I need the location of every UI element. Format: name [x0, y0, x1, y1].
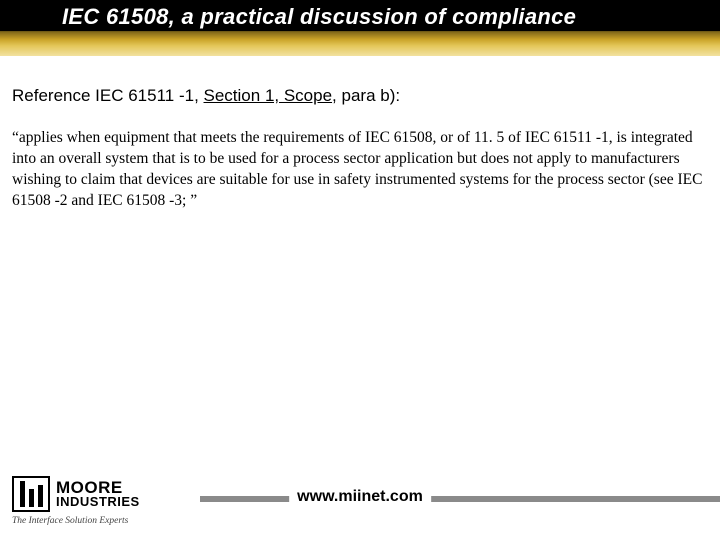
- footer-url: www.miinet.com: [289, 488, 431, 506]
- logo-row: MOORE INDUSTRIES: [12, 476, 140, 512]
- footer: MOORE INDUSTRIES The Interface Solution …: [0, 460, 720, 530]
- reference-underlined: Section 1, Scope: [204, 86, 333, 105]
- logo-mark: [12, 476, 50, 512]
- body-paragraph: “applies when equipment that meets the r…: [12, 128, 708, 212]
- logo-tagline: The Interface Solution Experts: [12, 516, 140, 526]
- company-logo: MOORE INDUSTRIES The Interface Solution …: [12, 476, 140, 526]
- logo-text: MOORE INDUSTRIES: [56, 480, 140, 508]
- reference-prefix: Reference IEC 61511 -1,: [12, 86, 204, 105]
- logo-name-2: INDUSTRIES: [56, 496, 140, 508]
- logo-bar: [20, 481, 25, 507]
- footer-divider: [200, 496, 720, 502]
- reference-line: Reference IEC 61511 -1, Section 1, Scope…: [12, 86, 708, 106]
- slide-content: Reference IEC 61511 -1, Section 1, Scope…: [0, 56, 720, 212]
- logo-bar: [29, 489, 34, 507]
- reference-suffix: , para b):: [332, 86, 400, 105]
- header-band: IEC 61508, a practical discussion of com…: [0, 0, 720, 56]
- logo-bar: [38, 485, 43, 507]
- slide-title: IEC 61508, a practical discussion of com…: [62, 4, 576, 30]
